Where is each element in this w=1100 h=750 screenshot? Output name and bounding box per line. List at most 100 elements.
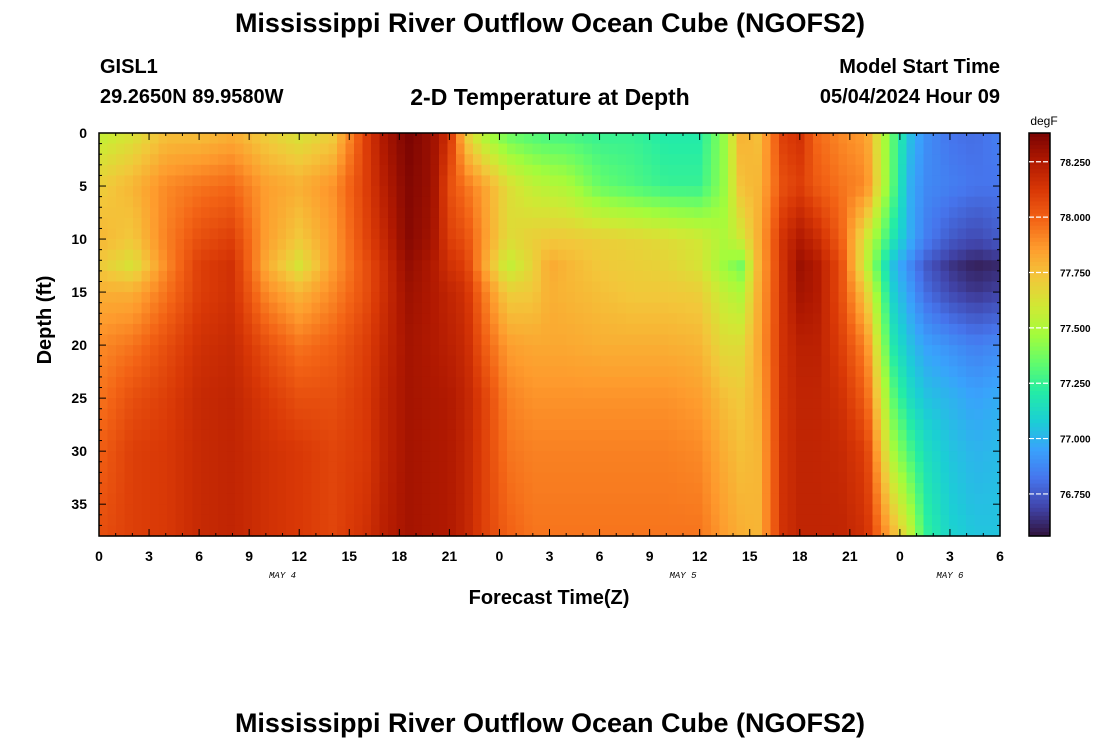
heatmap-cell — [269, 302, 279, 314]
heatmap-cell — [515, 419, 525, 431]
heatmap-cell — [838, 514, 848, 526]
heatmap-cell — [558, 228, 568, 240]
heatmap-cell — [141, 239, 151, 251]
heatmap-cell — [226, 186, 236, 198]
heatmap-cell — [923, 270, 933, 283]
heatmap-cell — [337, 143, 347, 155]
heatmap-cell — [260, 408, 270, 420]
heatmap-cell — [906, 228, 916, 240]
heatmap-cell — [745, 281, 755, 293]
heatmap-cell — [779, 504, 789, 516]
heatmap-cell — [643, 429, 653, 442]
heatmap-cell — [175, 175, 185, 187]
heatmap-cell — [430, 472, 440, 484]
heatmap-cell — [830, 482, 840, 495]
heatmap-cell — [668, 482, 678, 495]
heatmap-cell — [889, 366, 899, 378]
heatmap-cell — [762, 419, 772, 431]
heatmap-cell — [498, 334, 508, 346]
heatmap-cell — [507, 154, 517, 166]
heatmap-cell — [677, 143, 687, 155]
heatmap-cell — [260, 461, 270, 473]
heatmap-cell — [141, 249, 151, 261]
heatmap-cell — [643, 302, 653, 314]
heatmap-cell — [634, 429, 644, 442]
heatmap-cell — [583, 196, 593, 208]
heatmap-cell — [745, 366, 755, 378]
heatmap-cell — [770, 482, 780, 495]
heatmap-cell — [626, 292, 636, 304]
heatmap-cell — [906, 429, 916, 442]
heatmap-cell — [320, 133, 330, 145]
heatmap-cell — [966, 419, 976, 431]
heatmap-cell — [116, 175, 126, 187]
heatmap-cell — [396, 334, 406, 346]
heatmap-cell — [685, 133, 695, 145]
heatmap-cell — [949, 217, 959, 230]
heatmap-cell — [498, 345, 508, 357]
heatmap-cell — [575, 525, 585, 537]
heatmap-cell — [583, 525, 593, 537]
heatmap-cell — [362, 154, 372, 166]
heatmap-cell — [464, 239, 474, 251]
heatmap-cell — [447, 366, 457, 378]
heatmap-cell — [133, 429, 143, 442]
heatmap-cell — [702, 408, 712, 420]
heatmap-cell — [447, 196, 457, 208]
heatmap-cell — [694, 313, 704, 325]
heatmap-cell — [269, 175, 279, 187]
colorbar-segment — [1029, 209, 1050, 215]
heatmap-cell — [702, 493, 712, 505]
heatmap-cell — [719, 217, 729, 230]
heatmap-cell — [651, 387, 661, 399]
heatmap-cell — [711, 525, 721, 537]
colorbar-segment — [1029, 443, 1050, 448]
heatmap-cell — [915, 260, 925, 272]
heatmap-cell — [422, 249, 432, 261]
heatmap-cell — [855, 525, 865, 537]
heatmap-cell — [804, 525, 814, 537]
heatmap-cell — [609, 440, 619, 452]
heatmap-cell — [354, 313, 364, 325]
heatmap-cell — [328, 355, 338, 367]
heatmap-cell — [898, 292, 908, 304]
heatmap-cell — [770, 323, 780, 336]
heatmap-cell — [158, 302, 168, 314]
heatmap-cell — [643, 164, 653, 177]
heatmap-cell — [600, 461, 610, 473]
colorbar-segment — [1029, 427, 1050, 432]
colorbar-segment — [1029, 310, 1050, 315]
heatmap-cell — [99, 525, 109, 537]
heatmap-cell — [396, 239, 406, 251]
heatmap-cell — [634, 239, 644, 251]
heatmap-cell — [787, 440, 797, 452]
heatmap-cell — [439, 207, 449, 219]
heatmap-cell — [286, 514, 296, 526]
heatmap-cell — [787, 281, 797, 293]
heatmap-cell — [354, 143, 364, 155]
heatmap-cell — [405, 228, 415, 240]
heatmap-cell — [898, 313, 908, 325]
heatmap-cell — [770, 228, 780, 240]
heatmap-cell — [294, 323, 304, 336]
heatmap-cell — [609, 133, 619, 145]
heatmap-cell — [600, 164, 610, 177]
heatmap-cell — [813, 207, 823, 219]
heatmap-cell — [379, 143, 389, 155]
heatmap-cell — [889, 461, 899, 473]
heatmap-cell — [320, 239, 330, 251]
heatmap-cell — [787, 429, 797, 442]
heatmap-cell — [286, 504, 296, 516]
heatmap-cell — [838, 366, 848, 378]
heatmap-cell — [617, 270, 627, 283]
heatmap-cell — [711, 196, 721, 208]
heatmap-cell — [634, 323, 644, 336]
heatmap-cell — [932, 228, 942, 240]
heatmap-cell — [694, 408, 704, 420]
heatmap-cell — [974, 175, 984, 187]
heatmap-cell — [838, 239, 848, 251]
heatmap-cell — [753, 186, 763, 198]
heatmap-cell — [898, 419, 908, 431]
heatmap-cell — [515, 154, 525, 166]
heatmap-cell — [430, 376, 440, 389]
